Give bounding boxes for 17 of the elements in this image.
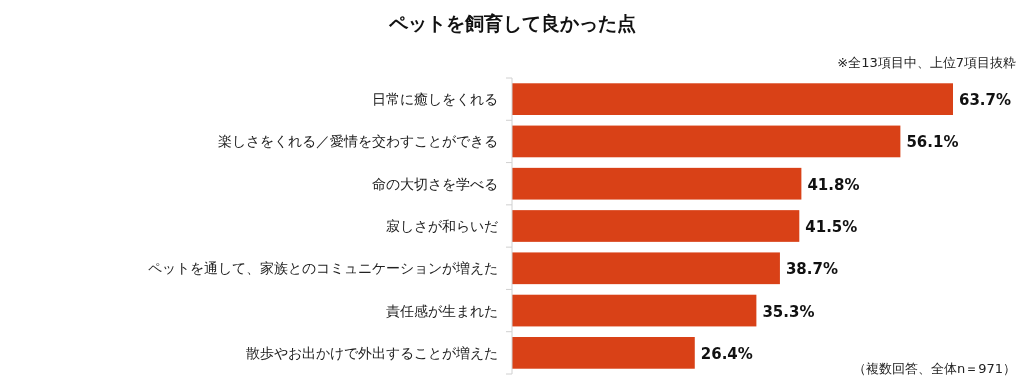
category-label: 日常に癒しをくれる	[372, 91, 498, 108]
value-label: 56.1%	[906, 133, 959, 152]
value-label: 41.8%	[807, 175, 860, 194]
annotation: ※全13項目中、上位7項目抜粋	[837, 55, 1016, 70]
value-label: 38.7%	[785, 260, 838, 279]
value-label: 41.5%	[805, 218, 858, 236]
value-label: 35.3%	[762, 302, 815, 321]
category-label: 責任感が生まれた	[386, 302, 498, 319]
category-label: 命の大切さを学べる	[372, 175, 498, 192]
value-label: 26.4%	[700, 344, 753, 363]
annotation: （複数回答、全体n＝971）	[852, 361, 1016, 376]
title: ペットを飼育して良かった点	[388, 12, 636, 34]
category-label: 楽しさをくれる／愛情を交わすことができる	[218, 133, 498, 150]
category-label: 寂しさが和らいだ	[386, 218, 498, 234]
category-label: 散歩やお出かけで外出することが増えた	[246, 344, 498, 361]
value-label: 63.7%	[959, 91, 1012, 110]
category-label: ペットを通して、家族とのコミュニケーションが増えた	[148, 260, 498, 277]
